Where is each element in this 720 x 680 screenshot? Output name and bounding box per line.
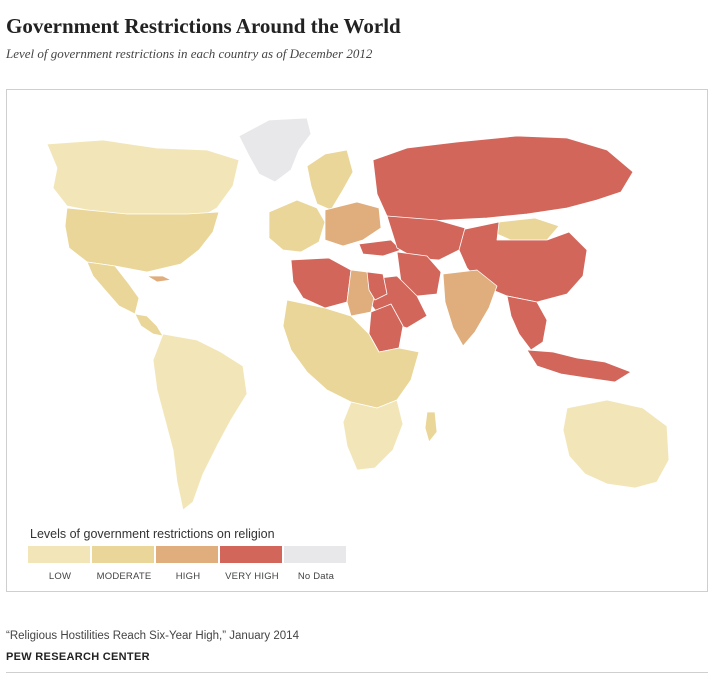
legend-labels: LOW MODERATE HIGH VERY HIGH No Data xyxy=(28,571,348,582)
map-region-india xyxy=(442,269,498,347)
map-region-sub-saharan-africa xyxy=(282,299,420,409)
map-region-south-america xyxy=(152,333,248,511)
map-region-southern-africa xyxy=(342,399,404,471)
legend-swatch-high xyxy=(156,546,218,563)
map-region-greenland xyxy=(238,117,312,183)
chart-title: Government Restrictions Around the World xyxy=(6,14,401,38)
legend-title: Levels of government restrictions on rel… xyxy=(30,527,275,541)
map-region-eastern-europe xyxy=(324,201,382,247)
map-region-indonesia xyxy=(526,349,632,383)
legend-swatch-low xyxy=(28,546,90,563)
map-region-central-asia xyxy=(386,215,466,261)
map-region-algeria xyxy=(290,257,352,309)
legend-label-very-high: VERY HIGH xyxy=(225,571,279,582)
map-region-mongolia xyxy=(496,217,560,243)
map-regions xyxy=(46,117,670,511)
map-region-egypt xyxy=(366,271,388,301)
map-region-canada xyxy=(46,139,240,217)
map-region-australia xyxy=(562,399,670,489)
legend-label-high: HIGH xyxy=(175,571,201,582)
map-region-mexico xyxy=(86,261,140,315)
legend-swatch-moderate xyxy=(92,546,154,563)
legend-swatches xyxy=(28,546,348,563)
map-region-southeast-asia xyxy=(506,295,548,351)
map-region-turkey xyxy=(358,239,402,257)
chart-subtitle: Level of government restrictions in each… xyxy=(6,46,373,61)
map-region-cuba xyxy=(146,275,172,283)
map-region-central-america xyxy=(134,313,164,337)
legend-label-no-data: No Data xyxy=(297,571,335,582)
brand-name: PEW RESEARCH CENTER xyxy=(6,651,150,663)
legend-label-low: LOW xyxy=(48,571,72,582)
legend-swatch-no-data xyxy=(284,546,346,563)
map-region-madagascar xyxy=(424,411,438,443)
map-region-united-states xyxy=(64,207,220,273)
source-note: “Religious Hostilities Reach Six-Year Hi… xyxy=(6,630,299,642)
map-region-russia xyxy=(372,135,634,223)
bottom-divider xyxy=(6,672,708,673)
legend-swatch-very-high xyxy=(220,546,282,563)
map-region-scandinavia xyxy=(306,149,354,211)
map-region-western-europe xyxy=(268,199,326,253)
world-map xyxy=(46,117,670,511)
legend-label-moderate: MODERATE xyxy=(96,571,152,582)
map-panel xyxy=(6,89,708,592)
